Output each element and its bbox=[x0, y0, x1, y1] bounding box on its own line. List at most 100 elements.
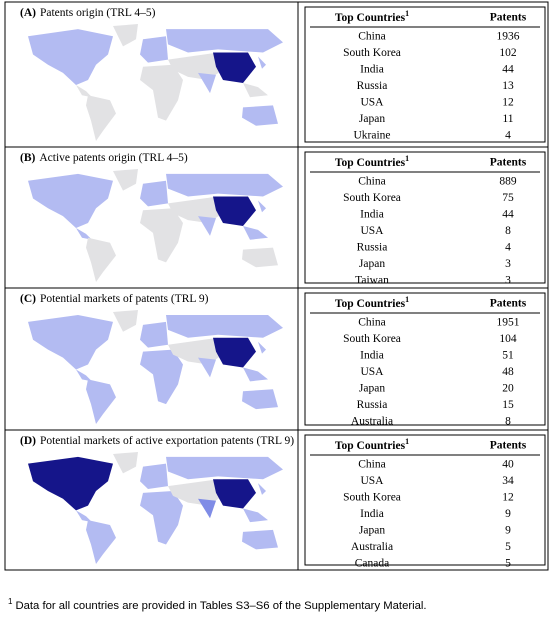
table-box bbox=[304, 6, 546, 143]
country-cell: Japan bbox=[359, 383, 385, 395]
patents-cell: 5 bbox=[505, 541, 511, 553]
map-region bbox=[76, 369, 92, 382]
patents-cell: 15 bbox=[502, 399, 514, 411]
map-region bbox=[140, 321, 168, 348]
panel-title-text: Active patents origin (TRL 4–5) bbox=[39, 152, 188, 164]
map-region bbox=[243, 367, 268, 382]
country-cell: China bbox=[358, 317, 385, 329]
country-cell: South Korea bbox=[343, 492, 401, 504]
country-cell: USA bbox=[360, 366, 384, 378]
note-mark: 1 bbox=[405, 9, 409, 18]
patents-cell: 5 bbox=[505, 558, 511, 570]
panel-title-text: Potential markets of patents (TRL 9) bbox=[40, 293, 209, 305]
map-region bbox=[28, 173, 113, 228]
header-country: Top Countries bbox=[335, 298, 406, 310]
map-region bbox=[168, 337, 223, 365]
map-region bbox=[28, 29, 113, 86]
map-region bbox=[86, 379, 116, 424]
table-header: Top Countries1 bbox=[335, 295, 409, 310]
map-region bbox=[198, 357, 216, 378]
panel-label: (D) bbox=[20, 435, 36, 447]
country-cell: South Korea bbox=[343, 47, 401, 59]
map-region bbox=[198, 498, 216, 519]
map-region bbox=[258, 56, 266, 69]
note-mark: 1 bbox=[405, 437, 409, 446]
patents-cell: 9 bbox=[505, 508, 511, 520]
map-region bbox=[168, 52, 223, 80]
country-cell: India bbox=[360, 508, 384, 520]
country-cell: India bbox=[360, 350, 384, 362]
country-cell: Russia bbox=[357, 399, 388, 411]
map-region bbox=[28, 314, 113, 370]
country-cell: Canada bbox=[355, 558, 389, 570]
map-region bbox=[140, 463, 168, 490]
map-region bbox=[243, 225, 268, 240]
map-region bbox=[166, 29, 283, 53]
country-cell: India bbox=[360, 64, 384, 76]
table-header: Patents bbox=[490, 440, 527, 452]
note-mark: 1 bbox=[405, 154, 409, 163]
map-region bbox=[140, 208, 183, 263]
world-map bbox=[28, 452, 283, 564]
panel-title-text: Potential markets of active exportation … bbox=[40, 435, 294, 447]
country-cell: USA bbox=[360, 97, 384, 109]
map-region bbox=[213, 337, 256, 368]
country-cell: USA bbox=[360, 475, 384, 487]
map-region bbox=[243, 508, 268, 523]
table-header: Top Countries1 bbox=[335, 437, 409, 452]
map-region bbox=[76, 227, 92, 240]
country-cell: Russia bbox=[357, 242, 388, 254]
patents-cell: 12 bbox=[502, 492, 514, 504]
figure-frame bbox=[4, 1, 549, 571]
patents-cell: 1951 bbox=[497, 317, 520, 329]
note-mark: 1 bbox=[405, 295, 409, 304]
map-region bbox=[242, 529, 278, 550]
patents-cell: 4 bbox=[505, 242, 511, 254]
country-cell: Japan bbox=[359, 113, 385, 125]
patents-cell: 44 bbox=[502, 209, 514, 221]
patents-cell: 12 bbox=[502, 97, 514, 109]
country-cell: Australia bbox=[351, 416, 393, 428]
map-region bbox=[198, 216, 216, 236]
panel-title: (B) Active patents origin (TRL 4–5) bbox=[20, 152, 188, 164]
table-box bbox=[304, 434, 546, 566]
panel-label: (C) bbox=[20, 293, 36, 305]
map-region bbox=[168, 479, 223, 506]
map-region bbox=[258, 200, 266, 213]
map-region bbox=[166, 456, 283, 480]
map-region bbox=[242, 247, 278, 268]
map-region bbox=[213, 196, 256, 226]
patents-cell: 889 bbox=[499, 176, 517, 188]
map-region bbox=[140, 64, 183, 121]
map-region bbox=[140, 490, 183, 545]
world-map bbox=[28, 24, 283, 141]
patents-cell: 1936 bbox=[497, 31, 520, 43]
patents-cell: 11 bbox=[502, 113, 513, 125]
patents-cell: 8 bbox=[505, 225, 511, 237]
panel-title-text: Patents origin (TRL 4–5) bbox=[40, 7, 156, 19]
country-cell: Australia bbox=[351, 541, 393, 553]
footnote-text: Data for all countries are provided in T… bbox=[15, 600, 426, 612]
patents-cell: 3 bbox=[505, 258, 511, 270]
panel-label: (A) bbox=[20, 7, 36, 19]
patents-cell: 40 bbox=[502, 459, 514, 471]
table-header: Patents bbox=[490, 12, 527, 24]
map-region bbox=[242, 389, 278, 410]
table-box bbox=[304, 292, 546, 426]
header-country: Top Countries bbox=[335, 12, 406, 24]
patents-cell: 75 bbox=[502, 192, 514, 204]
map-region bbox=[168, 196, 223, 224]
patents-cell: 4 bbox=[505, 130, 511, 142]
table-header: Patents bbox=[490, 157, 527, 169]
patents-cell: 13 bbox=[502, 80, 514, 92]
map-region bbox=[140, 349, 183, 405]
patents-cell: 8 bbox=[505, 416, 511, 428]
footnote-mark: 1 bbox=[8, 597, 13, 606]
map-region bbox=[113, 310, 138, 332]
country-cell: Ukraine bbox=[353, 130, 390, 142]
map-region bbox=[86, 520, 116, 564]
map-region bbox=[213, 479, 256, 509]
patents-cell: 48 bbox=[502, 366, 514, 378]
country-cell: USA bbox=[360, 225, 384, 237]
panel-label: (B) bbox=[20, 152, 36, 164]
